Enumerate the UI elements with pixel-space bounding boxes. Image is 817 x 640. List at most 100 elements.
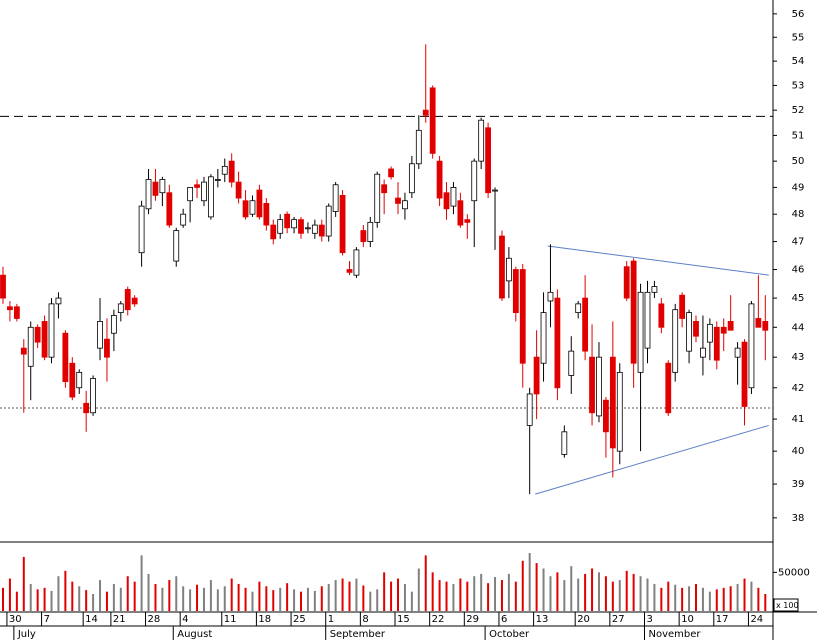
y-tick-label: 47 bbox=[792, 237, 805, 248]
volume-bar bbox=[618, 580, 621, 611]
volume-bar bbox=[334, 580, 337, 611]
candle-body bbox=[492, 189, 498, 192]
candle-body bbox=[291, 219, 297, 229]
x-tick-label: 4 bbox=[182, 614, 188, 625]
candle-body bbox=[408, 163, 415, 194]
candle-body bbox=[235, 181, 242, 199]
candle-body bbox=[596, 356, 602, 417]
volume-bar bbox=[660, 587, 663, 611]
volume-bar bbox=[715, 589, 718, 611]
candle-body bbox=[693, 320, 699, 337]
candle-body bbox=[706, 323, 713, 343]
volume-bar bbox=[390, 581, 393, 611]
x-tick-label: 29 bbox=[466, 614, 479, 625]
x-tick-label: 7 bbox=[44, 614, 50, 625]
volume-bar bbox=[757, 587, 760, 611]
volume-bar bbox=[701, 587, 704, 611]
candle-body bbox=[547, 291, 554, 302]
y-tick-label: 39 bbox=[792, 479, 805, 490]
volume-bar bbox=[119, 587, 122, 611]
candle-body bbox=[388, 168, 394, 178]
candle-body bbox=[672, 309, 679, 373]
volume-bar bbox=[514, 581, 517, 611]
candle-body bbox=[34, 326, 41, 343]
candle-body bbox=[256, 189, 263, 218]
candle-body bbox=[644, 291, 651, 349]
volume-bar bbox=[64, 570, 67, 611]
candle-body bbox=[27, 326, 34, 367]
volume-bar bbox=[729, 586, 732, 611]
volume-bar bbox=[105, 591, 108, 611]
y-tick-label: 43 bbox=[792, 352, 805, 363]
candle-body bbox=[214, 179, 221, 181]
volume-bar bbox=[500, 580, 503, 611]
x-tick-label: 25 bbox=[293, 614, 306, 625]
y-tick-label: 41 bbox=[792, 414, 805, 425]
volume-bar bbox=[646, 578, 649, 611]
candle-body bbox=[422, 109, 429, 116]
candle-body bbox=[180, 213, 187, 226]
volume-bar bbox=[99, 580, 102, 611]
candle-body bbox=[90, 378, 96, 414]
volume-bar bbox=[473, 576, 476, 611]
y-tick-label: 52 bbox=[792, 105, 805, 116]
candle-body bbox=[561, 431, 568, 455]
candle-body bbox=[582, 297, 589, 352]
volume-bar bbox=[563, 580, 566, 611]
candle-body bbox=[568, 350, 575, 376]
volume-bar bbox=[764, 594, 767, 611]
volume-bar bbox=[189, 589, 192, 611]
month-label: September bbox=[330, 629, 386, 640]
volume-bar bbox=[438, 580, 441, 611]
candle-body bbox=[429, 87, 436, 154]
candle-body bbox=[55, 297, 62, 305]
candle-body bbox=[436, 160, 443, 199]
candle-body bbox=[616, 371, 623, 452]
candle-body bbox=[630, 260, 637, 364]
x-tick-label: 6 bbox=[501, 614, 507, 625]
volume-bar bbox=[168, 580, 171, 611]
candle-body bbox=[97, 320, 103, 349]
month-label: August bbox=[177, 629, 212, 640]
y-tick-label: 49 bbox=[792, 182, 805, 193]
y-tick-label: 38 bbox=[792, 513, 805, 524]
y-tick-label: 55 bbox=[792, 32, 805, 43]
volume-bar bbox=[549, 576, 552, 611]
volume-bar bbox=[279, 587, 282, 611]
candle-body bbox=[713, 326, 720, 361]
candle-body bbox=[166, 192, 173, 226]
volume-bar bbox=[8, 578, 11, 611]
volume-bar bbox=[597, 572, 600, 611]
candle-body bbox=[242, 200, 249, 218]
candle-body bbox=[173, 230, 180, 262]
candle-body bbox=[83, 402, 90, 414]
candle-body bbox=[589, 356, 595, 414]
volume-bar bbox=[653, 583, 656, 611]
x-tick-label: 17 bbox=[716, 614, 729, 625]
x-tick-label: 20 bbox=[577, 614, 590, 625]
candle-body bbox=[152, 181, 159, 196]
volume-bar bbox=[175, 576, 178, 611]
candle-body bbox=[665, 362, 672, 414]
candle-body bbox=[457, 200, 464, 226]
volume-bar bbox=[2, 587, 4, 611]
candle-body bbox=[270, 224, 277, 240]
volume-bar bbox=[466, 581, 469, 611]
month-label: November bbox=[648, 629, 701, 640]
candle-body bbox=[367, 221, 374, 242]
candle-body bbox=[62, 332, 69, 382]
candle-body bbox=[727, 320, 734, 331]
volume-bar bbox=[320, 586, 323, 611]
x-tick-label: 3 bbox=[646, 614, 652, 625]
candle-body bbox=[700, 347, 706, 358]
volume-unit: x 100 bbox=[776, 601, 799, 610]
volume-bar bbox=[244, 587, 247, 611]
volume-bar bbox=[133, 581, 136, 611]
volume-bar bbox=[681, 587, 684, 611]
y-tick-label: 50 bbox=[792, 156, 805, 167]
volume-bar bbox=[251, 591, 254, 611]
volume-bar bbox=[577, 578, 580, 611]
volume-bar bbox=[383, 572, 386, 611]
volume-bar bbox=[535, 563, 538, 611]
